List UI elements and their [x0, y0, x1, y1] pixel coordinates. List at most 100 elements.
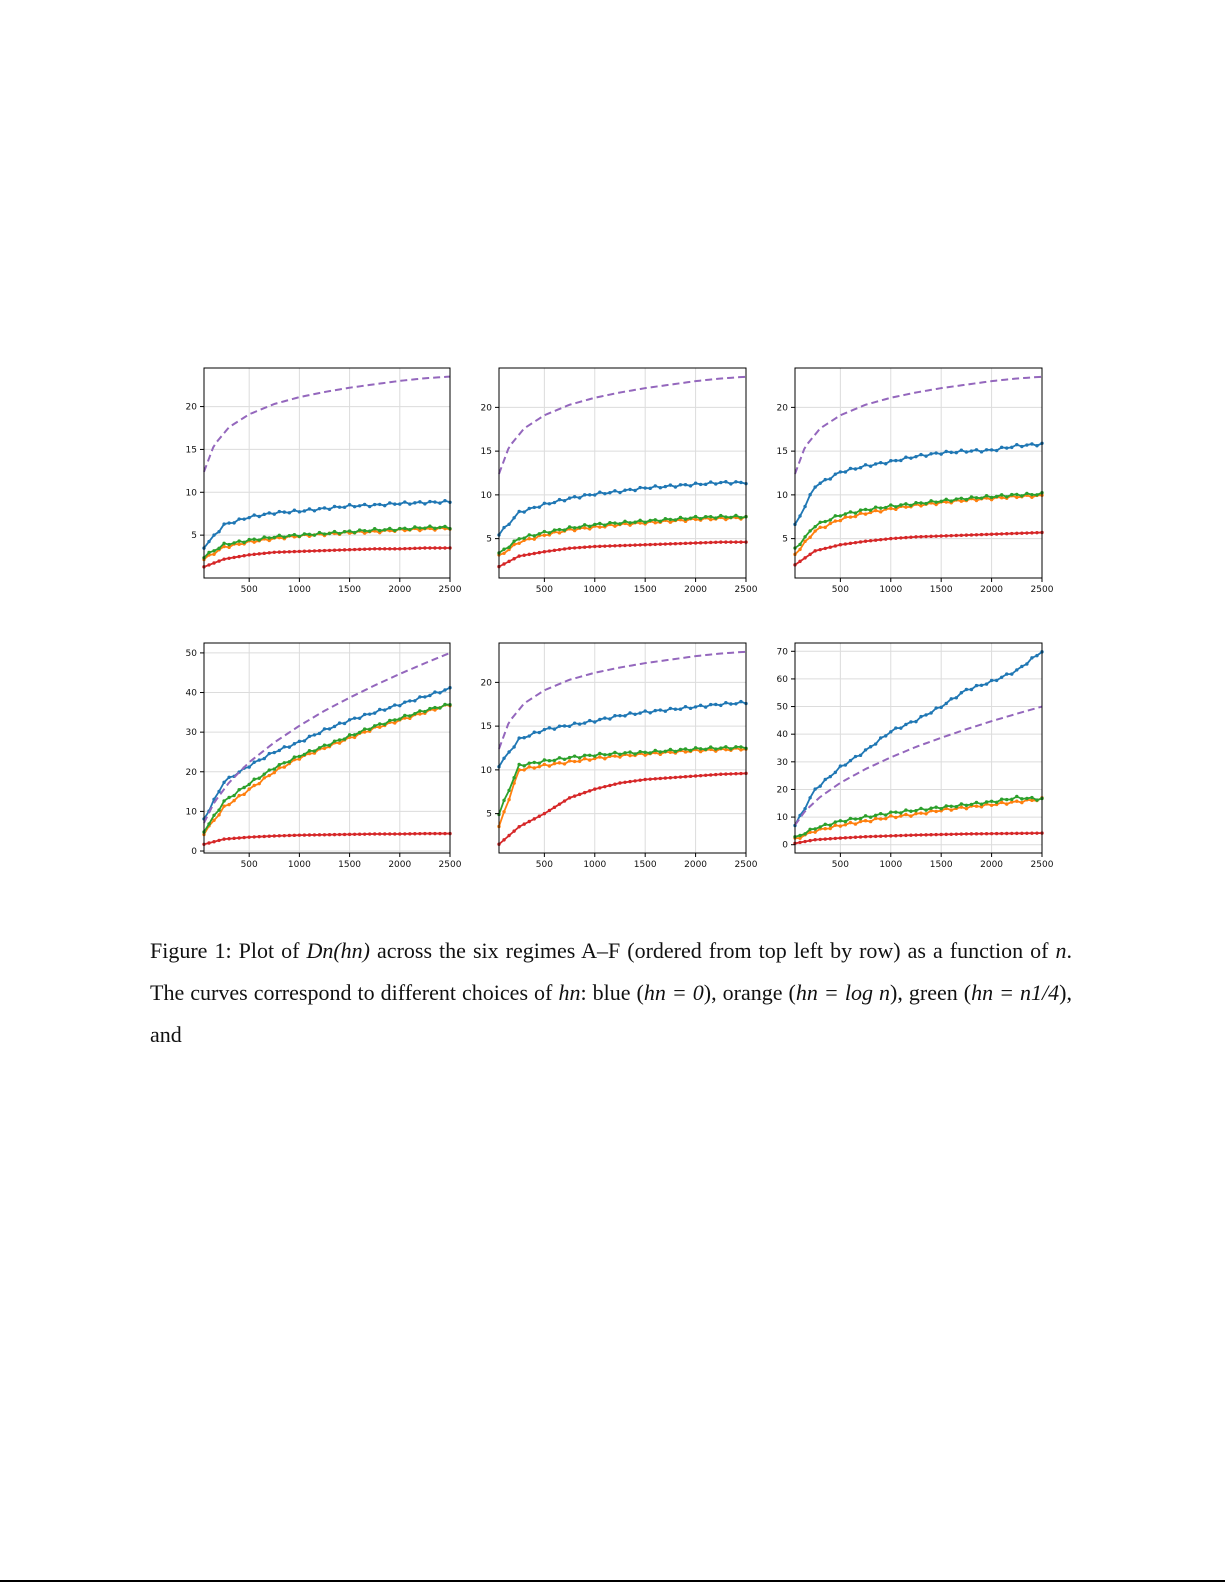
series-orange-point [628, 523, 632, 527]
series-red-point [443, 831, 447, 836]
series-blue-point [393, 703, 397, 707]
series-orange-point [552, 761, 557, 766]
series-red-point [227, 837, 231, 841]
series-red-point [658, 542, 663, 546]
series-green-point [237, 787, 241, 792]
series-red-point [643, 543, 647, 547]
series-red-point [914, 535, 918, 539]
series-green-point [889, 810, 893, 814]
series-blue-point [884, 734, 888, 738]
series-red-point [823, 546, 827, 551]
series-blue-point [252, 513, 256, 517]
series-blue-point [608, 717, 612, 721]
y-tick-label: 15 [777, 447, 788, 457]
series-red-point [719, 540, 723, 544]
series-blue-point [939, 705, 943, 710]
series-blue-point [562, 498, 567, 503]
series-red-point [678, 775, 683, 779]
series-blue-point [734, 480, 738, 484]
series-red-point [729, 540, 733, 544]
series-blue-point [954, 696, 959, 700]
series-green-point [222, 541, 226, 546]
series-red-point [964, 832, 969, 836]
series-green-point [1015, 492, 1019, 497]
series-blue-point [232, 521, 236, 525]
series-red-point [302, 833, 307, 837]
series-red-line [203, 832, 450, 846]
series-red-point [648, 542, 652, 547]
series-orange-point [974, 498, 979, 503]
series-green-point [562, 528, 567, 532]
series-red-point [342, 832, 347, 837]
series-green-point [507, 545, 511, 549]
series-orange-point [823, 525, 827, 530]
series-red-point [904, 833, 908, 838]
series-red-point [979, 532, 984, 537]
series-red-point [838, 836, 843, 840]
series-red-point [688, 774, 693, 779]
series-blue-point [347, 503, 352, 507]
series-green-point [242, 785, 246, 790]
series-blue-point [979, 683, 984, 687]
series-green-point [653, 518, 657, 522]
series-green-point [623, 519, 627, 523]
series-red-point [428, 546, 432, 550]
series-red-point [572, 546, 577, 550]
series-orange-point [709, 747, 713, 752]
series-red-point [403, 832, 407, 836]
series-red-point [433, 546, 437, 550]
series-red-point [247, 835, 251, 839]
series-green-point [292, 755, 297, 759]
series-orange-point [1010, 800, 1014, 804]
series-red-point [532, 551, 536, 556]
series-blue-point [332, 724, 337, 729]
series-blue-point [362, 502, 367, 507]
series-blue-point [954, 450, 959, 455]
series-blue-point [522, 736, 526, 740]
series-red-point [557, 547, 562, 552]
series-red-point [347, 548, 352, 552]
series-blue-point [352, 716, 357, 720]
x-tick-label: 1000 [879, 860, 902, 870]
series-blue-point [729, 482, 733, 486]
series-red-point [984, 832, 989, 836]
series-red-point [362, 547, 367, 551]
series-green-point [1010, 492, 1014, 497]
series-green-point [317, 530, 322, 535]
series-blue-point [547, 726, 552, 730]
series-orange-point [668, 750, 673, 754]
series-orange-point [638, 521, 642, 525]
series-orange-point [899, 814, 903, 818]
series-green-point [502, 547, 506, 551]
series-red-point [332, 832, 337, 837]
series-green-point [709, 745, 713, 749]
series-red-point [502, 562, 506, 566]
series-green-point [307, 532, 312, 537]
series-red-point [878, 834, 883, 838]
series-orange-point [393, 721, 397, 725]
series-orange-point [222, 544, 226, 549]
series-blue-point [562, 724, 567, 728]
series-orange-point [964, 806, 969, 811]
series-red-point [317, 833, 322, 837]
series-red-point [858, 835, 863, 839]
series-red-point [613, 544, 617, 548]
series-blue-point [237, 517, 241, 521]
series-blue-point [272, 750, 276, 755]
series-blue-point [719, 480, 723, 485]
series-orange-point [242, 792, 246, 797]
series-red-point [964, 533, 969, 537]
series-blue-point [929, 711, 933, 715]
series-blue-point [798, 514, 802, 518]
series-orange-point [362, 531, 367, 535]
series-blue-point [222, 780, 226, 785]
series-green-point [633, 752, 637, 756]
series-orange-point [833, 823, 838, 827]
series-green-point [588, 753, 592, 757]
series-blue-point [337, 505, 342, 509]
series-green-point [577, 525, 582, 530]
series-blue-point [403, 500, 407, 504]
series-red-point [357, 832, 362, 836]
series-red-point [833, 836, 838, 841]
series-green-point [838, 819, 843, 823]
